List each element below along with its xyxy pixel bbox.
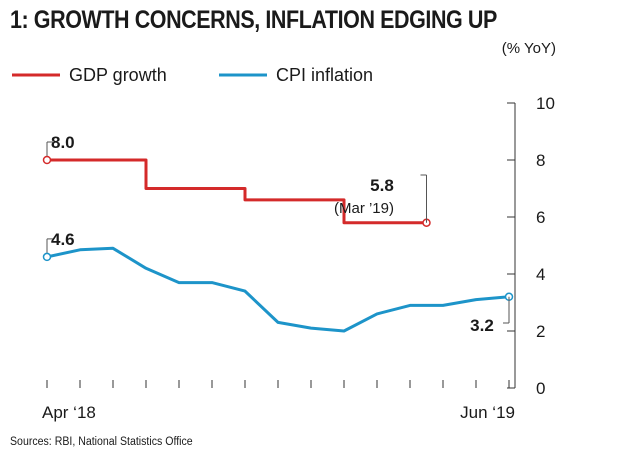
end-value-label-1: 5.8 bbox=[370, 176, 394, 195]
source-note: Sources: RBI, National Statistics Office bbox=[10, 436, 193, 448]
series-line-2 bbox=[46, 246, 510, 333]
unit-label: (% YoY) bbox=[501, 40, 556, 57]
start-point-1 bbox=[42, 155, 52, 165]
x-tick-label-start: Apr ‘18 bbox=[42, 403, 96, 422]
start-value-label-1: 8.0 bbox=[51, 133, 75, 152]
series-line-1 bbox=[47, 158, 427, 225]
legend-label-1: GDP growth bbox=[69, 65, 167, 85]
end-note-label-1: (Mar ’19) bbox=[334, 200, 394, 217]
y-tick-label: 4 bbox=[536, 265, 545, 284]
start-point-2 bbox=[42, 252, 52, 262]
end-value-label-2: 3.2 bbox=[470, 316, 494, 335]
chart-title: 1: GROWTH CONCERNS, INFLATION EDGING UP bbox=[10, 6, 497, 34]
legend-label-2: CPI inflation bbox=[276, 65, 373, 85]
y-tick-label: 8 bbox=[536, 151, 545, 170]
y-tick-label: 2 bbox=[536, 322, 545, 341]
y-tick-label: 10 bbox=[536, 94, 555, 113]
x-tick-label-end: Jun ‘19 bbox=[460, 403, 515, 422]
y-tick-label: 0 bbox=[536, 379, 545, 398]
y-tick-label: 6 bbox=[536, 208, 545, 227]
start-value-label-2: 4.6 bbox=[51, 230, 75, 249]
